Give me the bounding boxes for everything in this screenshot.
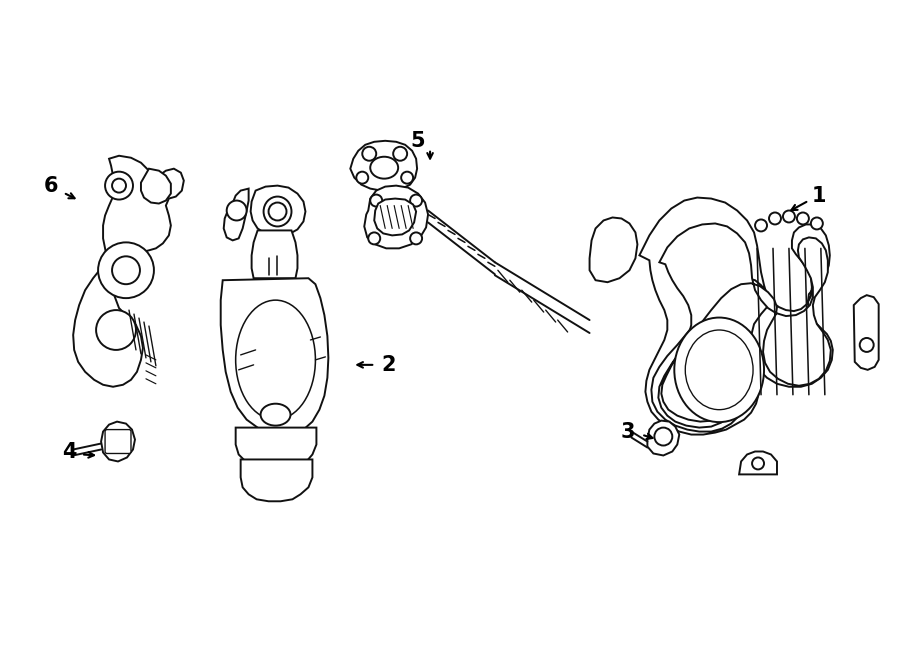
Circle shape <box>410 195 422 207</box>
Ellipse shape <box>236 300 315 420</box>
Text: 2: 2 <box>381 355 395 375</box>
Ellipse shape <box>261 404 291 426</box>
Polygon shape <box>252 230 298 278</box>
Polygon shape <box>240 459 312 501</box>
Ellipse shape <box>685 330 753 410</box>
Text: 3: 3 <box>620 422 634 442</box>
Ellipse shape <box>674 318 764 422</box>
Polygon shape <box>374 199 416 236</box>
Polygon shape <box>73 156 184 387</box>
Circle shape <box>227 201 247 220</box>
Circle shape <box>105 171 133 199</box>
Polygon shape <box>659 224 831 428</box>
Text: 1: 1 <box>812 185 826 206</box>
Ellipse shape <box>370 157 398 179</box>
FancyBboxPatch shape <box>105 430 131 453</box>
Circle shape <box>393 147 407 161</box>
Circle shape <box>112 179 126 193</box>
Circle shape <box>96 310 136 350</box>
Circle shape <box>98 242 154 298</box>
Polygon shape <box>350 141 417 191</box>
Circle shape <box>268 203 286 220</box>
Polygon shape <box>141 169 171 203</box>
Polygon shape <box>224 189 248 240</box>
Circle shape <box>368 232 380 244</box>
Circle shape <box>752 457 764 469</box>
Circle shape <box>811 218 823 230</box>
Circle shape <box>112 256 140 284</box>
Polygon shape <box>854 295 878 370</box>
Ellipse shape <box>264 197 292 226</box>
Polygon shape <box>364 185 428 248</box>
Polygon shape <box>236 428 317 467</box>
Polygon shape <box>739 451 777 475</box>
Circle shape <box>796 213 809 224</box>
Polygon shape <box>101 422 135 461</box>
Text: 6: 6 <box>44 175 58 195</box>
Text: 5: 5 <box>410 131 426 151</box>
Circle shape <box>755 220 767 232</box>
Polygon shape <box>647 420 680 455</box>
Circle shape <box>860 338 874 352</box>
Circle shape <box>410 232 422 244</box>
Circle shape <box>783 211 795 222</box>
Circle shape <box>363 147 376 161</box>
Polygon shape <box>250 185 305 236</box>
Circle shape <box>370 195 382 207</box>
Polygon shape <box>220 278 328 434</box>
Circle shape <box>769 213 781 224</box>
Circle shape <box>654 428 672 446</box>
Circle shape <box>401 171 413 183</box>
Circle shape <box>356 171 368 183</box>
Polygon shape <box>590 218 637 282</box>
Polygon shape <box>639 197 833 434</box>
Text: 4: 4 <box>62 442 77 463</box>
